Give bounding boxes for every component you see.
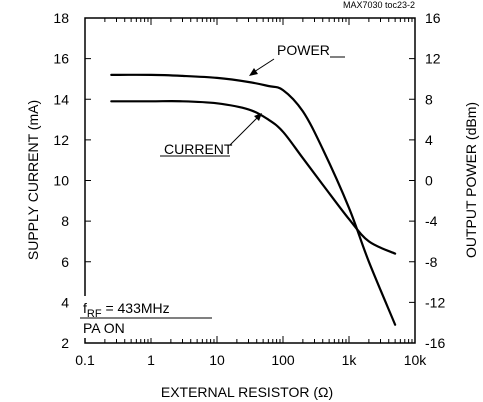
x-axis-label: EXTERNAL RESISTOR (Ω) [161,384,333,400]
figure-note: MAX7030 toc23-2 [343,0,415,10]
y-right-tick-label: 8 [425,91,433,107]
conditions-line-2: PA ON [83,320,125,336]
y-left-tick-label: 18 [53,10,69,26]
x-tick-label: 1k [342,352,358,368]
current-label-bg [162,139,230,157]
x-tick-label: 100 [271,352,295,368]
power-label: POWER [277,42,330,58]
y-left-tick-label: 10 [53,173,69,189]
y-left-tick-label: 16 [53,51,69,67]
y-right-tick-label: -16 [425,335,445,351]
y-left-tick-label: 14 [53,91,69,107]
x-tick-label: 10 [209,352,225,368]
conditions-line-1: fRF = 433MHz [83,300,170,320]
power-arrow-line [253,58,275,73]
left-y-axis-label: SUPPLY CURRENT (mA) [25,100,41,260]
y-left-tick-label: 4 [61,294,69,310]
right-y-axis-label: OUTPUT POWER (dBm) [463,102,479,258]
freq-symbol: f [83,300,87,316]
y-left-tick-label: 12 [53,132,69,148]
y-right-tick-label: 0 [425,173,433,189]
conditions-bg [80,296,212,338]
series-line-current [110,100,397,255]
power-label-bg [274,40,330,58]
x-tick-label: 1 [147,352,155,368]
power-annotation: POWER [249,40,345,76]
y-right-tick-label: 16 [425,10,441,26]
tick-marks [84,17,416,344]
series-group [110,73,397,326]
y-left-tick-label: 8 [61,213,69,229]
y-right-tick-label: 4 [425,132,433,148]
right-y-tick-labels: -16 -12 -8 -4 0 4 8 12 16 [425,10,445,351]
y-right-tick-label: -12 [425,294,445,310]
conditions-box: fRF = 433MHz PA ON [80,296,212,338]
y-right-tick-label: 12 [425,51,441,67]
y-right-tick-label: -8 [425,254,438,270]
power-arrowhead [249,68,258,76]
y-right-tick-label: -4 [425,213,438,229]
x-tick-label: 10k [404,352,428,368]
plot-frame [84,17,416,344]
x-tick-label: 0.1 [75,352,95,368]
current-arrow-line [229,116,259,146]
y-left-tick-label: 2 [61,335,69,351]
axes [84,17,416,344]
series-line-power [110,73,397,326]
y-left-tick-label: 6 [61,254,69,270]
freq-value: = 433MHz [102,300,170,316]
x-tick-labels: 0.1 1 10 100 1k 10k [75,352,427,368]
current-annotation: CURRENT [160,113,262,157]
freq-subscript: RF [87,308,102,320]
current-arrowhead [254,113,262,121]
current-label: CURRENT [164,141,233,157]
left-y-tick-labels: 2 4 6 8 10 12 14 16 18 [53,10,69,351]
